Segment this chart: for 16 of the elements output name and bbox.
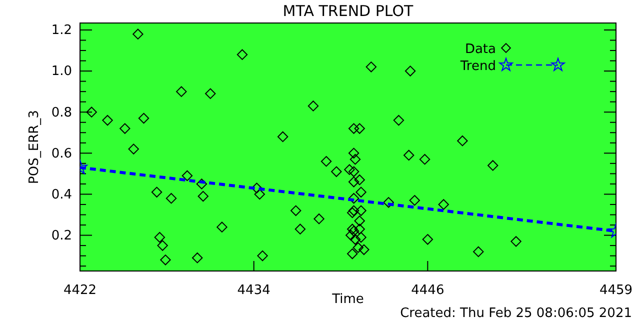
x-tick-label: 4434 — [237, 283, 270, 298]
y-tick-label: 0.4 — [51, 187, 72, 202]
legend-label: Trend — [459, 59, 496, 74]
x-tick-label: 4459 — [599, 283, 633, 298]
x-axis-title: Time — [331, 292, 364, 307]
y-axis-title: POS_ERR_3 — [27, 110, 42, 184]
y-tick-label: 0.6 — [51, 146, 72, 162]
y-tick-label: 0.8 — [51, 105, 72, 120]
chart-title: MTA TREND PLOT — [282, 2, 414, 20]
legend-label: Data — [464, 42, 496, 57]
text: Created: Thu Feb 25 08:06:05 2021 — [400, 306, 632, 320]
x-tick-label: 4422 — [63, 283, 97, 298]
y-tick-label: 0.2 — [51, 228, 72, 244]
y-tick-label: 1.0 — [51, 64, 72, 80]
x-tick-label: 4446 — [411, 283, 444, 298]
y-tick-label: 1.2 — [51, 23, 72, 38]
